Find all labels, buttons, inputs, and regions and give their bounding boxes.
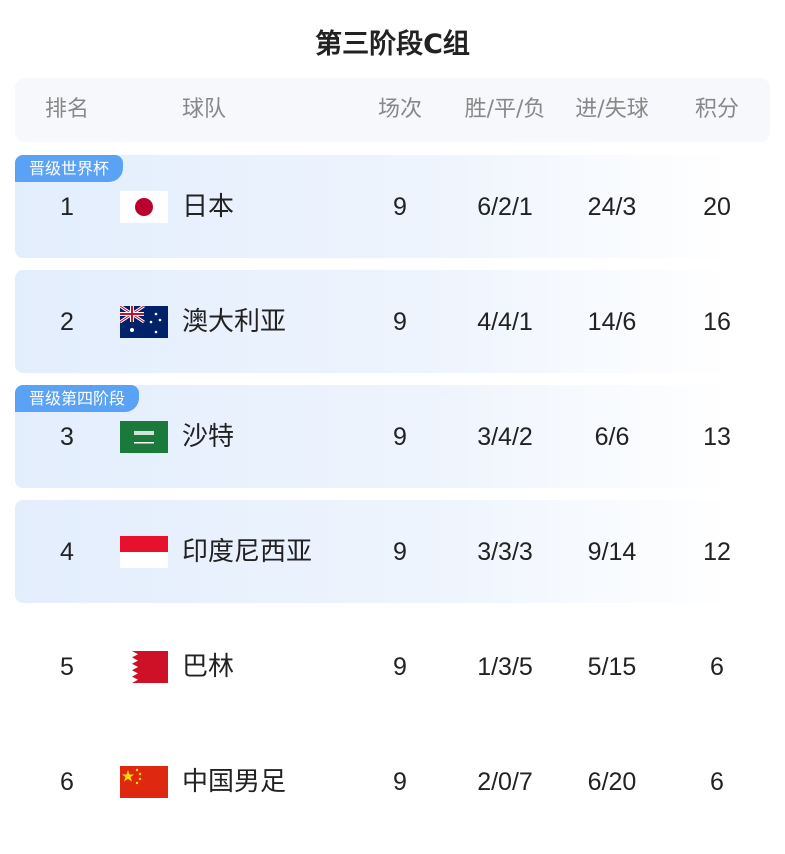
rank: 2 <box>60 307 74 336</box>
wdl: 4/4/1 <box>477 307 533 336</box>
wdl: 1/3/5 <box>477 652 533 681</box>
team-name: 巴林 <box>182 651 235 682</box>
rank: 4 <box>60 537 74 566</box>
australia-flag-icon <box>120 305 168 338</box>
team-name: 澳大利亚 <box>182 306 287 337</box>
header-rank: 排名 <box>44 97 90 122</box>
badge-world-cup: 晋级世界杯 <box>15 155 124 182</box>
goals: 6/6 <box>594 422 630 451</box>
points: 6 <box>710 652 724 681</box>
page-title: 第三阶段C组 <box>315 29 470 60</box>
goals: 6/20 <box>587 767 637 796</box>
table-row[interactable]: 2 澳大利亚 9 4/4/1 14/6 16 <box>15 270 770 373</box>
team-name: 沙特 <box>182 421 235 452</box>
goals: 9/14 <box>587 537 637 566</box>
wdl: 6/2/1 <box>477 192 533 221</box>
points: 13 <box>703 422 731 451</box>
bahrain-flag-icon <box>120 650 168 683</box>
table-row[interactable]: 5 巴林 9 1/3/5 5/15 6 <box>15 615 770 718</box>
goals: 14/6 <box>587 307 637 336</box>
points: 12 <box>703 537 731 566</box>
wdl: 3/4/2 <box>477 422 533 451</box>
header-team: 球队 <box>181 97 227 122</box>
header-points: 积分 <box>694 97 740 122</box>
played: 9 <box>393 192 407 221</box>
table-header: 排名 球队 场次 胜/平/负 进/失球 积分 <box>15 78 770 142</box>
china-flag-icon <box>120 765 168 798</box>
japan-flag-icon <box>120 190 168 223</box>
rank: 1 <box>60 192 74 221</box>
table-row[interactable]: 晋级第四阶段 3 沙特 9 3/4/2 6/6 13 <box>15 385 770 488</box>
team-name: 日本 <box>182 191 235 222</box>
points: 16 <box>703 307 731 336</box>
team-name: 中国男足 <box>182 766 287 797</box>
played: 9 <box>393 767 407 796</box>
played: 9 <box>393 537 407 566</box>
played: 9 <box>393 652 407 681</box>
team-name: 印度尼西亚 <box>182 536 313 567</box>
played: 9 <box>393 307 407 336</box>
rank: 6 <box>60 767 74 796</box>
rank: 5 <box>60 652 74 681</box>
table-row[interactable]: 晋级世界杯 1 日本 9 6/2/1 24/3 20 <box>15 155 770 258</box>
indonesia-flag-icon <box>120 535 168 568</box>
table-row[interactable]: 4 印度尼西亚 9 3/3/3 9/14 12 <box>15 500 770 603</box>
goals: 24/3 <box>587 192 637 221</box>
header-played: 场次 <box>377 97 423 122</box>
wdl: 2/0/7 <box>477 767 533 796</box>
table-row[interactable]: 6 中国男足 9 2/0/7 6/20 6 <box>15 730 770 833</box>
wdl: 3/3/3 <box>477 537 533 566</box>
played: 9 <box>393 422 407 451</box>
badge-fourth-stage: 晋级第四阶段 <box>15 385 140 412</box>
saudi-arabia-flag-icon <box>120 420 168 453</box>
rank: 3 <box>60 422 74 451</box>
header-goals: 进/失球 <box>575 97 649 122</box>
points: 20 <box>703 192 731 221</box>
header-wdl: 胜/平/负 <box>464 97 546 122</box>
goals: 5/15 <box>587 652 637 681</box>
points: 6 <box>710 767 724 796</box>
